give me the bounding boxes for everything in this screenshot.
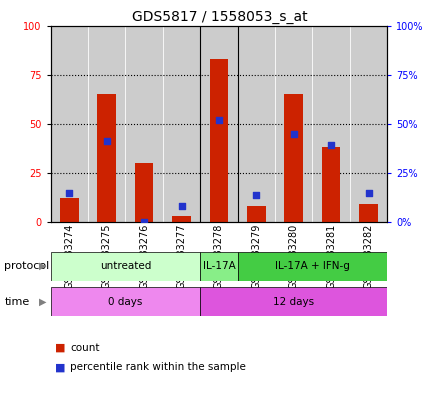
- Bar: [51, 252, 200, 281]
- Point: [327, 142, 335, 149]
- Point: [66, 189, 73, 196]
- Bar: [163, 26, 200, 222]
- Point: [290, 130, 297, 137]
- Bar: [88, 26, 125, 222]
- Point: [365, 189, 372, 196]
- Bar: [172, 216, 191, 222]
- Bar: [209, 59, 228, 222]
- Text: protocol: protocol: [4, 261, 50, 271]
- Text: GDS5817 / 1558053_s_at: GDS5817 / 1558053_s_at: [132, 10, 308, 24]
- Bar: [238, 252, 387, 281]
- Text: time: time: [4, 297, 29, 307]
- Text: IL-17A + IFN-g: IL-17A + IFN-g: [275, 261, 350, 271]
- Bar: [322, 147, 341, 222]
- Bar: [200, 252, 238, 281]
- Bar: [125, 26, 163, 222]
- Text: ■: ■: [55, 362, 66, 373]
- Text: 12 days: 12 days: [273, 297, 314, 307]
- Bar: [275, 26, 312, 222]
- Text: count: count: [70, 343, 100, 353]
- Text: ▶: ▶: [39, 261, 47, 271]
- Text: ▶: ▶: [39, 297, 47, 307]
- Text: untreated: untreated: [100, 261, 151, 271]
- Bar: [312, 26, 350, 222]
- Bar: [60, 198, 79, 222]
- Point: [141, 219, 148, 225]
- Bar: [284, 94, 303, 222]
- Text: ■: ■: [55, 343, 66, 353]
- Bar: [238, 26, 275, 222]
- Bar: [200, 26, 238, 222]
- Bar: [350, 26, 387, 222]
- Bar: [51, 26, 88, 222]
- Bar: [97, 94, 116, 222]
- Text: IL-17A: IL-17A: [202, 261, 235, 271]
- Text: percentile rank within the sample: percentile rank within the sample: [70, 362, 246, 373]
- Bar: [135, 163, 154, 222]
- Bar: [359, 204, 378, 222]
- Text: 0 days: 0 days: [108, 297, 143, 307]
- Point: [103, 138, 110, 145]
- Bar: [51, 287, 200, 316]
- Point: [253, 191, 260, 198]
- Point: [178, 203, 185, 209]
- Bar: [247, 206, 266, 222]
- Bar: [200, 287, 387, 316]
- Point: [216, 117, 223, 123]
